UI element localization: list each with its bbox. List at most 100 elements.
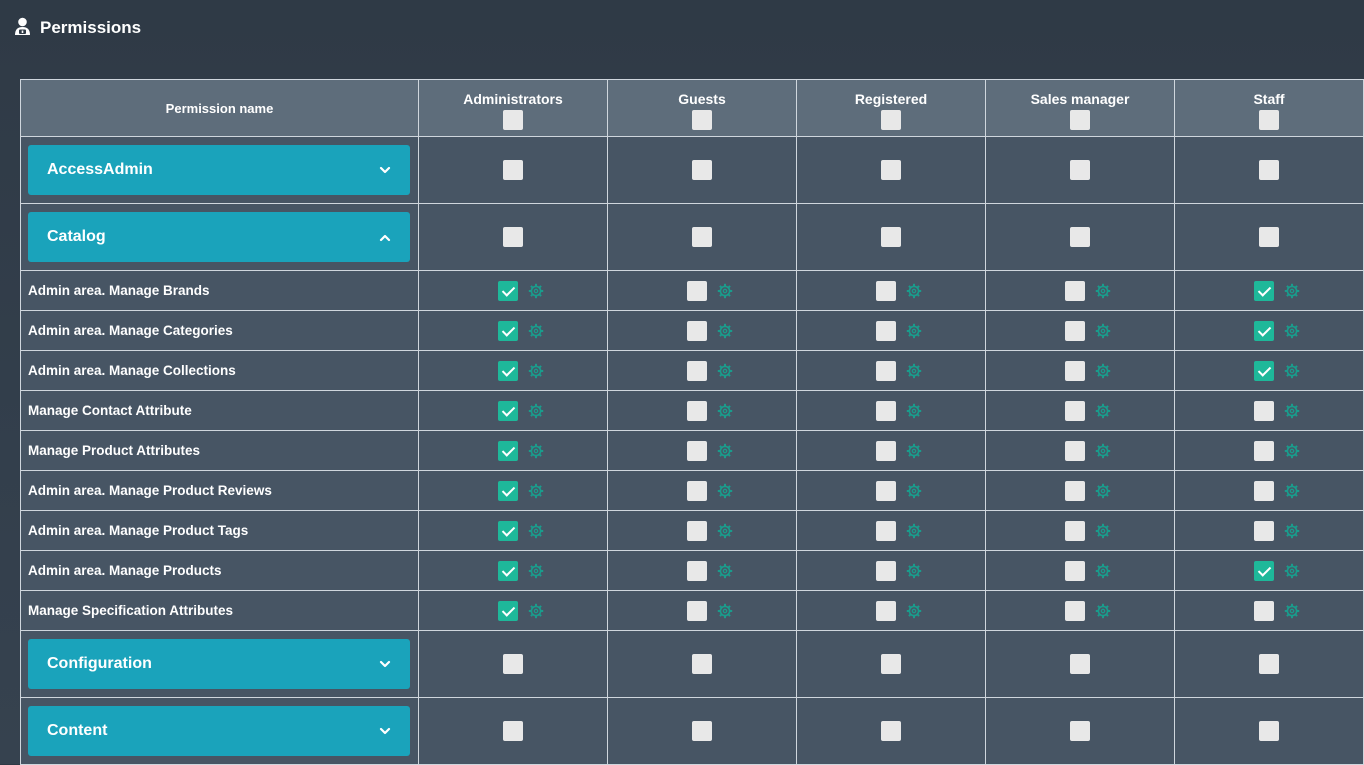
registered-checkbox[interactable] xyxy=(876,440,896,461)
gear-icon[interactable] xyxy=(528,283,544,299)
gear-icon[interactable] xyxy=(717,523,733,539)
guests-checkbox[interactable] xyxy=(687,280,707,301)
staff-checkbox[interactable] xyxy=(1254,440,1274,461)
gear-icon[interactable] xyxy=(906,403,922,419)
gear-icon[interactable] xyxy=(1284,603,1300,619)
guests-checkbox[interactable] xyxy=(687,520,707,541)
gear-icon[interactable] xyxy=(528,563,544,579)
guests-checkbox[interactable] xyxy=(692,721,712,741)
group-toggle-accessadmin[interactable]: AccessAdmin xyxy=(28,145,410,195)
gear-icon[interactable] xyxy=(906,483,922,499)
registered-checkbox[interactable] xyxy=(881,654,901,674)
administrators-checkbox[interactable] xyxy=(498,600,518,621)
sales-manager-checkbox[interactable] xyxy=(1065,520,1085,541)
gear-icon[interactable] xyxy=(1284,363,1300,379)
staff-checkbox[interactable] xyxy=(1254,520,1274,541)
staff-checkbox[interactable] xyxy=(1254,600,1274,621)
gear-icon[interactable] xyxy=(906,363,922,379)
administrators-checkbox[interactable] xyxy=(498,400,518,421)
staff-checkbox[interactable] xyxy=(1259,654,1279,674)
gear-icon[interactable] xyxy=(1095,403,1111,419)
registered-checkbox[interactable] xyxy=(881,227,901,247)
gear-icon[interactable] xyxy=(1284,523,1300,539)
administrators-checkbox[interactable] xyxy=(498,480,518,501)
sales-manager-checkbox[interactable] xyxy=(1070,721,1090,741)
gear-icon[interactable] xyxy=(1284,323,1300,339)
sales-manager-checkbox[interactable] xyxy=(1065,440,1085,461)
guests-checkbox[interactable] xyxy=(687,480,707,501)
staff-checkbox[interactable] xyxy=(1254,360,1274,381)
gear-icon[interactable] xyxy=(1284,283,1300,299)
registered-checkbox[interactable] xyxy=(881,721,901,741)
registered-checkbox[interactable] xyxy=(876,600,896,621)
select-all-registered-checkbox[interactable] xyxy=(881,110,901,130)
guests-checkbox[interactable] xyxy=(687,320,707,341)
gear-icon[interactable] xyxy=(717,363,733,379)
staff-checkbox[interactable] xyxy=(1254,560,1274,581)
administrators-checkbox[interactable] xyxy=(503,654,523,674)
administrators-checkbox[interactable] xyxy=(498,560,518,581)
gear-icon[interactable] xyxy=(1095,443,1111,459)
gear-icon[interactable] xyxy=(906,323,922,339)
registered-checkbox[interactable] xyxy=(876,400,896,421)
sales-manager-checkbox[interactable] xyxy=(1070,227,1090,247)
select-all-sales-manager-checkbox[interactable] xyxy=(1070,110,1090,130)
gear-icon[interactable] xyxy=(906,443,922,459)
administrators-checkbox[interactable] xyxy=(503,721,523,741)
gear-icon[interactable] xyxy=(717,283,733,299)
sales-manager-checkbox[interactable] xyxy=(1065,560,1085,581)
gear-icon[interactable] xyxy=(1284,563,1300,579)
gear-icon[interactable] xyxy=(1095,323,1111,339)
administrators-checkbox[interactable] xyxy=(498,320,518,341)
gear-icon[interactable] xyxy=(717,483,733,499)
gear-icon[interactable] xyxy=(1284,443,1300,459)
registered-checkbox[interactable] xyxy=(876,360,896,381)
gear-icon[interactable] xyxy=(906,283,922,299)
guests-checkbox[interactable] xyxy=(687,440,707,461)
guests-checkbox[interactable] xyxy=(692,227,712,247)
gear-icon[interactable] xyxy=(906,523,922,539)
gear-icon[interactable] xyxy=(717,323,733,339)
staff-checkbox[interactable] xyxy=(1254,400,1274,421)
sales-manager-checkbox[interactable] xyxy=(1065,480,1085,501)
administrators-checkbox[interactable] xyxy=(498,280,518,301)
gear-icon[interactable] xyxy=(1095,563,1111,579)
guests-checkbox[interactable] xyxy=(692,160,712,180)
select-all-administrators-checkbox[interactable] xyxy=(503,110,523,130)
registered-checkbox[interactable] xyxy=(876,320,896,341)
gear-icon[interactable] xyxy=(528,403,544,419)
administrators-checkbox[interactable] xyxy=(498,360,518,381)
administrators-checkbox[interactable] xyxy=(503,227,523,247)
administrators-checkbox[interactable] xyxy=(498,520,518,541)
gear-icon[interactable] xyxy=(528,603,544,619)
gear-icon[interactable] xyxy=(906,563,922,579)
gear-icon[interactable] xyxy=(1095,483,1111,499)
staff-checkbox[interactable] xyxy=(1259,227,1279,247)
registered-checkbox[interactable] xyxy=(876,480,896,501)
staff-checkbox[interactable] xyxy=(1259,160,1279,180)
sales-manager-checkbox[interactable] xyxy=(1065,320,1085,341)
gear-icon[interactable] xyxy=(717,443,733,459)
registered-checkbox[interactable] xyxy=(876,520,896,541)
administrators-checkbox[interactable] xyxy=(503,160,523,180)
sales-manager-checkbox[interactable] xyxy=(1065,400,1085,421)
sales-manager-checkbox[interactable] xyxy=(1070,654,1090,674)
registered-checkbox[interactable] xyxy=(876,280,896,301)
staff-checkbox[interactable] xyxy=(1259,721,1279,741)
group-toggle-configuration[interactable]: Configuration xyxy=(28,639,410,689)
gear-icon[interactable] xyxy=(528,363,544,379)
gear-icon[interactable] xyxy=(1095,363,1111,379)
registered-checkbox[interactable] xyxy=(876,560,896,581)
group-toggle-content[interactable]: Content xyxy=(28,706,410,756)
gear-icon[interactable] xyxy=(1284,403,1300,419)
gear-icon[interactable] xyxy=(528,323,544,339)
gear-icon[interactable] xyxy=(1095,283,1111,299)
sales-manager-checkbox[interactable] xyxy=(1070,160,1090,180)
group-toggle-catalog[interactable]: Catalog xyxy=(28,212,410,262)
gear-icon[interactable] xyxy=(1284,483,1300,499)
gear-icon[interactable] xyxy=(717,603,733,619)
gear-icon[interactable] xyxy=(1095,603,1111,619)
guests-checkbox[interactable] xyxy=(687,600,707,621)
staff-checkbox[interactable] xyxy=(1254,480,1274,501)
select-all-guests-checkbox[interactable] xyxy=(692,110,712,130)
